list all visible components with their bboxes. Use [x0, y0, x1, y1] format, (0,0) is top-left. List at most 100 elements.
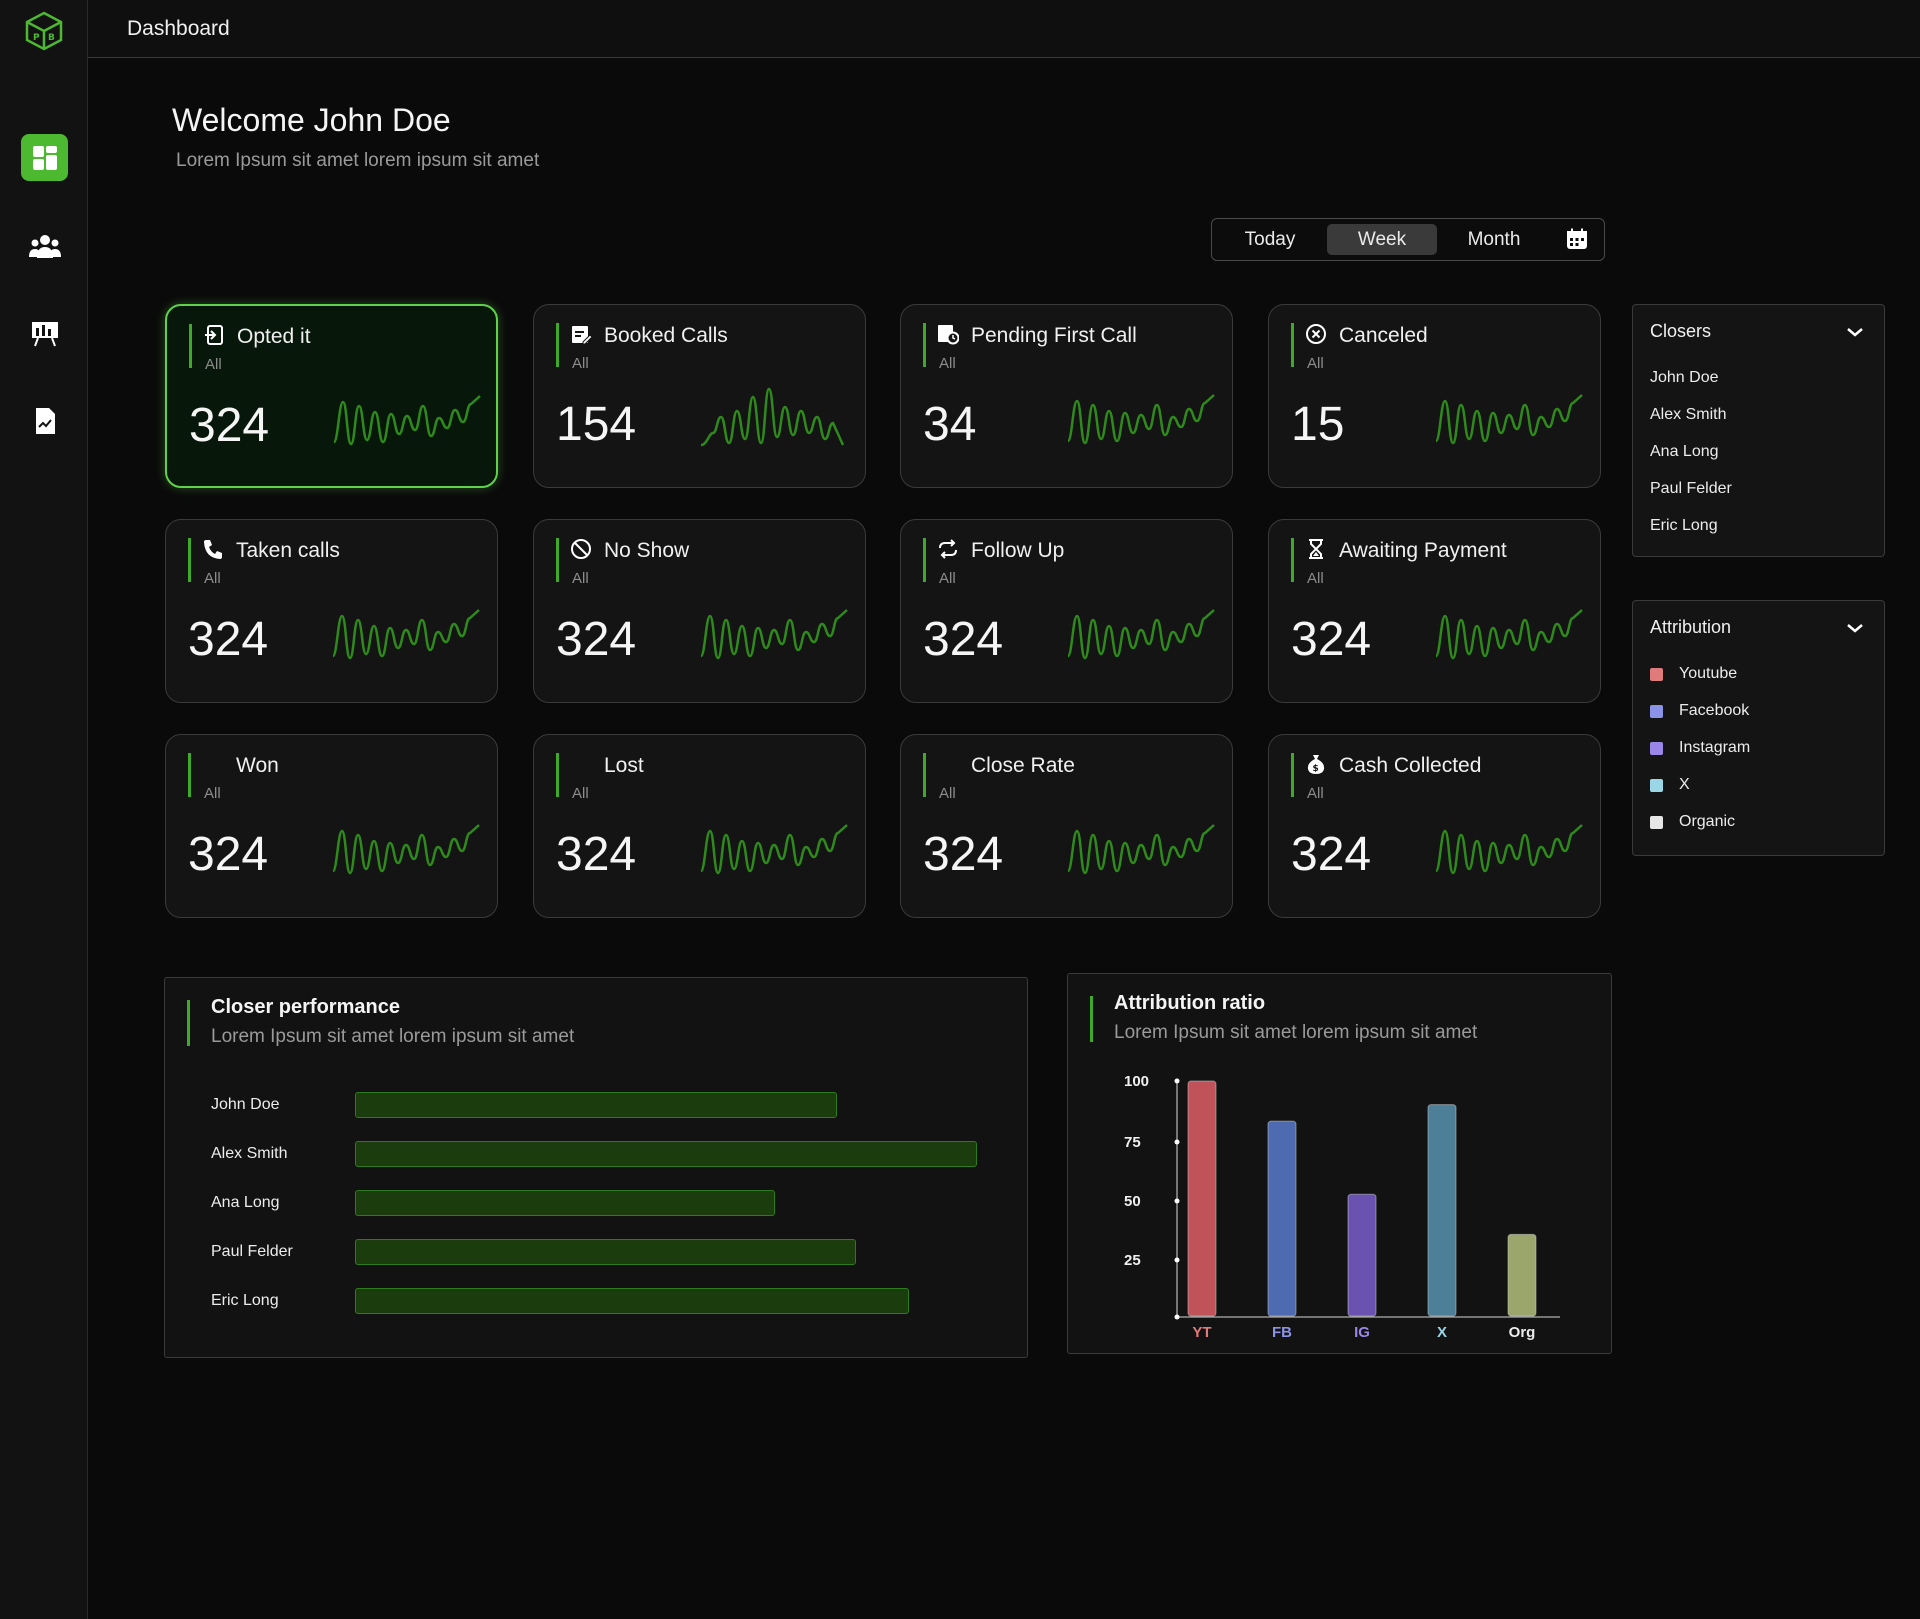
welcome-subtitle: Lorem Ipsum sit amet lorem ipsum sit ame…	[176, 150, 540, 171]
closer-item[interactable]: John Doe	[1650, 369, 1719, 386]
users-icon	[28, 234, 61, 258]
sparkline	[1066, 824, 1215, 875]
sign-in-icon	[205, 325, 223, 345]
calendar-icon[interactable]	[1566, 228, 1588, 250]
card-label: Canceled	[1339, 324, 1428, 347]
logo-cube-icon[interactable]: P B	[23, 10, 65, 52]
attribution-item-instagram[interactable]: Instagram	[1679, 739, 1751, 756]
bar-x	[1427, 1104, 1457, 1317]
y-tick-dot	[1174, 1198, 1180, 1204]
card-value: 324	[556, 613, 637, 666]
sparkline	[700, 387, 845, 447]
card-lost[interactable]: Lost All 324	[533, 734, 866, 918]
nav-presentation[interactable]	[21, 309, 68, 356]
money-bag-icon: $	[1307, 755, 1325, 774]
card-accent-bar	[923, 323, 926, 367]
closer-bar[interactable]	[355, 1141, 977, 1167]
x-tick-label: YT	[1192, 1324, 1211, 1341]
card-accent-bar	[556, 323, 559, 367]
circle-x-icon	[1306, 324, 1326, 344]
range-week-button[interactable]: Week	[1327, 224, 1437, 255]
closers-panel-title[interactable]: Closers	[1650, 321, 1712, 341]
card-sublabel: All	[939, 355, 956, 372]
closer-item[interactable]: Paul Felder	[1650, 480, 1732, 497]
welcome-heading: Welcome John Doe	[172, 102, 451, 138]
card-value: 324	[1291, 613, 1372, 666]
range-today-button[interactable]: Today	[1244, 229, 1296, 250]
ban-icon	[571, 539, 591, 559]
card-label: Taken calls	[236, 539, 340, 562]
card-value: 154	[556, 398, 637, 451]
closer-bar[interactable]	[355, 1239, 856, 1265]
x-tick-label: X	[1437, 1324, 1447, 1341]
closer-bar[interactable]	[355, 1288, 909, 1314]
range-month-button[interactable]: Month	[1467, 229, 1521, 250]
card-close-rate[interactable]: Close Rate All 324	[900, 734, 1233, 918]
attribution-item-x[interactable]: X	[1679, 776, 1690, 793]
card-label: Cash Collected	[1339, 754, 1482, 777]
card-label: Pending First Call	[971, 324, 1137, 347]
sparkline	[1434, 824, 1583, 875]
card-sublabel: All	[1307, 570, 1324, 587]
sparkline	[699, 824, 848, 875]
card-accent-bar	[556, 538, 559, 582]
card-sublabel: All	[204, 785, 221, 802]
closer-performance-subtitle: Lorem Ipsum sit amet lorem ipsum sit ame…	[211, 1026, 575, 1047]
svg-text:B: B	[48, 33, 55, 43]
card-follow-up[interactable]: Follow Up All 324	[900, 519, 1233, 703]
closer-performance-card: Closer performance Lorem Ipsum sit amet …	[164, 977, 1028, 1358]
nav-dashboard[interactable]	[21, 134, 68, 181]
youtube-swatch	[1650, 668, 1663, 681]
attribution-item-facebook[interactable]: Facebook	[1679, 702, 1750, 719]
card-no-show[interactable]: No Show All 324	[533, 519, 866, 703]
y-tick-label: 50	[1124, 1193, 1141, 1210]
closer-bar[interactable]	[355, 1092, 837, 1118]
card-won[interactable]: Won All 324	[165, 734, 498, 918]
attribution-bar-chart: 100 75 50 25 YT FB IG X Org	[1124, 1073, 1560, 1341]
sparkline	[1434, 394, 1583, 445]
svg-text:$: $	[1313, 764, 1319, 774]
closer-bar-label: Alex Smith	[211, 1145, 288, 1162]
card-awaiting-payment[interactable]: Awaiting Payment All 324	[1268, 519, 1601, 703]
card-booked-calls[interactable]: Booked Calls All 154	[533, 304, 866, 488]
sparkline	[331, 824, 480, 875]
card-value: 15	[1291, 398, 1345, 451]
card-accent-bar	[1291, 753, 1294, 797]
attribution-item-youtube[interactable]: Youtube	[1679, 665, 1738, 682]
closer-bar-label: Paul Felder	[211, 1243, 293, 1260]
nav-documents[interactable]	[21, 397, 68, 444]
card-value: 324	[556, 828, 637, 881]
card-sublabel: All	[572, 570, 589, 587]
card-pending-first-call[interactable]: Pending First Call All 34	[900, 304, 1233, 488]
attribution-panel-title[interactable]: Attribution	[1650, 617, 1732, 637]
calendar-clock-icon	[938, 325, 959, 345]
closer-bar-label: Eric Long	[211, 1292, 279, 1309]
sparkline	[1066, 609, 1215, 660]
nav-users[interactable]	[21, 222, 68, 269]
attribution-item-organic[interactable]: Organic	[1679, 813, 1736, 830]
y-tick-label: 100	[1124, 1073, 1149, 1090]
card-label: Booked Calls	[604, 324, 728, 347]
closer-item[interactable]: Ana Long	[1650, 443, 1719, 460]
card-value: 324	[188, 613, 269, 666]
x-tick-label: FB	[1272, 1324, 1292, 1341]
sparkline	[1066, 394, 1215, 445]
card-value: 324	[923, 828, 1004, 881]
y-tick-label: 25	[1124, 1252, 1141, 1269]
chevron-down-icon[interactable]	[1846, 623, 1864, 633]
x-swatch	[1650, 779, 1663, 792]
closer-bar[interactable]	[355, 1190, 775, 1216]
card-taken-calls[interactable]: Taken calls All 324	[165, 519, 498, 703]
card-opted-in[interactable]: Opted it All 324	[165, 304, 498, 488]
card-cash-collected[interactable]: $ Cash Collected All 324	[1268, 734, 1601, 918]
chevron-down-icon[interactable]	[1846, 327, 1864, 337]
sparkline	[332, 395, 481, 446]
bar-fb	[1267, 1120, 1297, 1317]
bar-yt	[1187, 1080, 1217, 1317]
closer-performance-title: Closer performance	[211, 996, 400, 1018]
card-label: Awaiting Payment	[1339, 539, 1507, 562]
closer-item[interactable]: Eric Long	[1650, 517, 1718, 534]
card-canceled[interactable]: Canceled All 15	[1268, 304, 1601, 488]
sparkline	[1434, 609, 1583, 660]
closer-item[interactable]: Alex Smith	[1650, 406, 1727, 423]
